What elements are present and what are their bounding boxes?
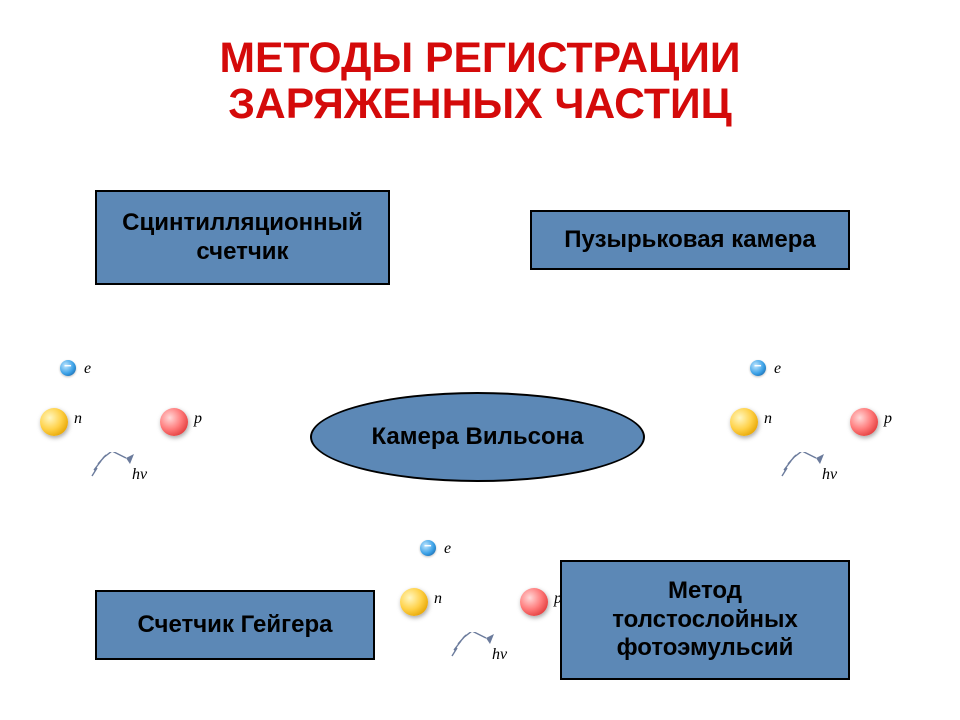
proton-label: p (194, 410, 202, 428)
node-bubble-label: Пузырьковая камера (564, 226, 815, 255)
neutron-icon (400, 588, 428, 616)
diagram-canvas: МЕТОДЫ РЕГИСТРАЦИИ ЗАРЯЖЕННЫХ ЧАСТИЦ Сци… (0, 0, 960, 720)
electron-icon: − (60, 360, 76, 376)
electron-label: e (84, 360, 91, 378)
title-line-2: ЗАРЯЖЕННЫХ ЧАСТИЦ (0, 80, 960, 129)
node-bubble: Пузырьковая камера (530, 210, 850, 270)
proton-label: p (884, 410, 892, 428)
neutron-label: n (74, 410, 82, 428)
node-wilson-label: Камера Вильсона (371, 423, 583, 451)
node-emulsion-label: Метод толстослойных фотоэмульсий (612, 577, 798, 663)
particle-legend-center: −e n p hv (400, 540, 620, 670)
neutron-icon (730, 408, 758, 436)
electron-icon: − (750, 360, 766, 376)
photon-label: hv (822, 466, 837, 484)
particle-legend-left: −e n p hv (40, 360, 260, 490)
photon-icon (780, 452, 824, 478)
node-wilson: Камера Вильсона (310, 392, 645, 482)
particle-legend-right: −e n p hv (730, 360, 950, 490)
electron-icon: − (420, 540, 436, 556)
node-scintillation: Сцинтилляционный счетчик (95, 190, 390, 285)
neutron-icon (40, 408, 68, 436)
electron-label: e (444, 540, 451, 558)
proton-label: p (554, 590, 562, 608)
node-scintillation-label: Сцинтилляционный счетчик (122, 209, 363, 267)
proton-icon (520, 588, 548, 616)
electron-label: e (774, 360, 781, 378)
photon-label: hv (132, 466, 147, 484)
photon-icon (90, 452, 134, 478)
photon-icon (450, 632, 494, 658)
proton-icon (850, 408, 878, 436)
neutron-label: n (434, 590, 442, 608)
title-line-1: МЕТОДЫ РЕГИСТРАЦИИ (0, 34, 960, 83)
neutron-label: n (764, 410, 772, 428)
photon-label: hv (492, 646, 507, 664)
proton-icon (160, 408, 188, 436)
node-geiger: Счетчик Гейгера (95, 590, 375, 660)
node-geiger-label: Счетчик Гейгера (138, 611, 333, 640)
